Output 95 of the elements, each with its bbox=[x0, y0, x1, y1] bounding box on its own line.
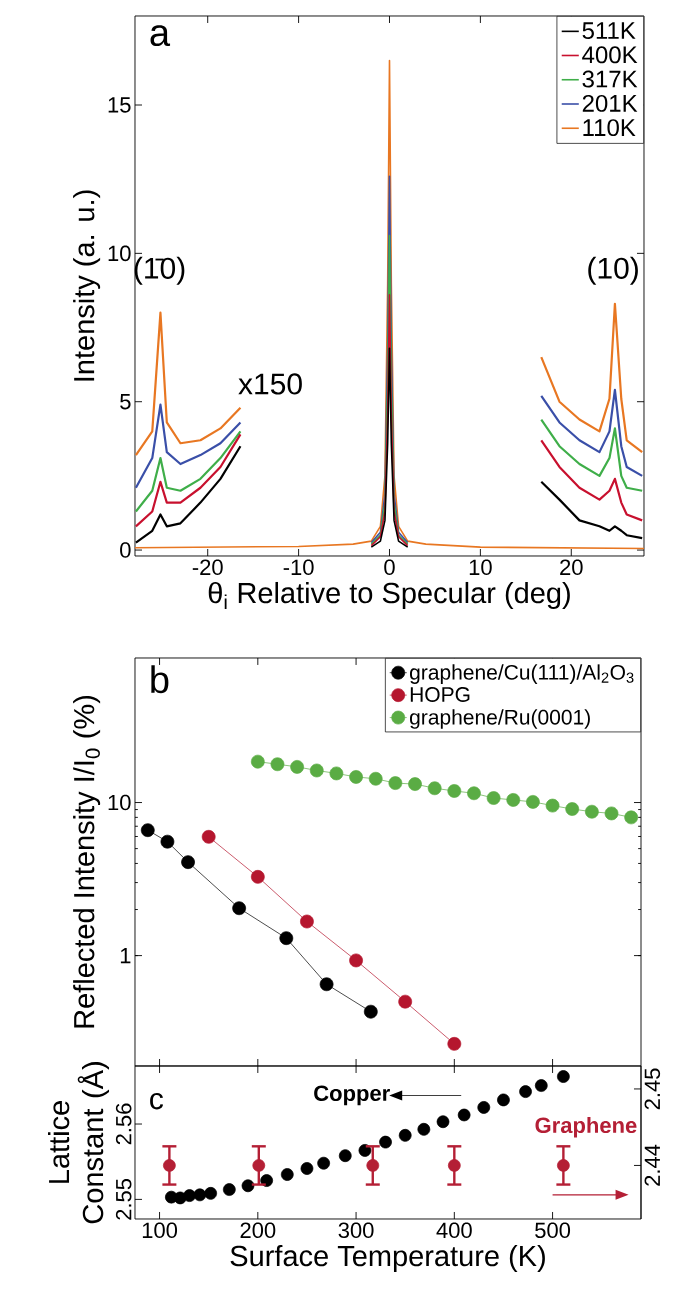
x-tick-label: -20 bbox=[192, 559, 223, 576]
y-tick-label: 0 bbox=[120, 542, 131, 558]
point bbox=[447, 1037, 462, 1051]
point bbox=[250, 870, 265, 884]
x-tick-label: 400 bbox=[436, 1222, 472, 1239]
point bbox=[140, 823, 155, 838]
y2-tick-label: 2.44 bbox=[644, 1144, 660, 1186]
point bbox=[497, 1093, 510, 1107]
point bbox=[398, 1128, 412, 1142]
point bbox=[427, 781, 442, 796]
legend-label: graphene/Ru(0001) bbox=[410, 709, 590, 729]
point bbox=[519, 1085, 532, 1098]
point bbox=[319, 977, 334, 992]
point bbox=[349, 770, 363, 784]
legend-label: 110K bbox=[583, 119, 636, 137]
point bbox=[241, 1179, 255, 1193]
x-tick-label: 500 bbox=[535, 1222, 571, 1239]
point bbox=[280, 1168, 294, 1181]
point bbox=[526, 795, 540, 809]
point bbox=[585, 804, 599, 819]
point bbox=[300, 1162, 314, 1175]
point bbox=[557, 1070, 570, 1083]
point bbox=[477, 1101, 491, 1114]
point bbox=[486, 791, 501, 805]
x-axis-title: θ$_{i}$ Relative to Specular (deg) bbox=[208, 581, 570, 610]
point bbox=[379, 1135, 392, 1149]
legend-label: 201K bbox=[582, 94, 638, 112]
point bbox=[250, 754, 265, 769]
x-tick-label: 100 bbox=[142, 1222, 178, 1239]
point bbox=[368, 771, 383, 786]
y-tick-label: 1 bbox=[120, 948, 131, 964]
point bbox=[447, 784, 462, 798]
point bbox=[467, 786, 481, 801]
y-tick-label: 2.55 bbox=[115, 1178, 132, 1220]
y-tick-label: 15 bbox=[108, 97, 131, 113]
annotation: (1̄0) bbox=[134, 256, 185, 285]
legend-label: graphene/Cu(111)/Al$_{2}$O$_{3}$ bbox=[410, 664, 634, 684]
y-tick-label: 10 bbox=[108, 794, 131, 811]
point bbox=[388, 776, 403, 790]
legend-label: 400K bbox=[582, 46, 638, 64]
point bbox=[270, 757, 285, 772]
x-tick-label: -10 bbox=[283, 559, 314, 576]
x-tick-label: 300 bbox=[338, 1222, 374, 1239]
point bbox=[417, 1122, 431, 1136]
point bbox=[506, 793, 521, 807]
point bbox=[398, 994, 413, 1009]
line-series bbox=[370, 347, 409, 548]
point bbox=[349, 953, 363, 968]
annotation: Graphene bbox=[535, 1116, 637, 1138]
annotation: b bbox=[151, 665, 169, 694]
point bbox=[534, 1079, 548, 1092]
x-tick-label: 10 bbox=[469, 559, 492, 576]
point bbox=[201, 829, 216, 844]
point bbox=[436, 1115, 450, 1129]
point bbox=[604, 806, 619, 821]
point bbox=[338, 1149, 352, 1163]
y-axis-title: Intensity (a. u.) bbox=[73, 190, 101, 381]
legend-label: 511K bbox=[582, 22, 636, 40]
point bbox=[545, 798, 560, 813]
point bbox=[329, 766, 344, 781]
point bbox=[290, 760, 304, 774]
x-tick-label: 200 bbox=[240, 1222, 276, 1239]
y-tick-label: 2.56 bbox=[115, 1103, 132, 1145]
annotation: a bbox=[150, 25, 171, 47]
point bbox=[457, 1108, 471, 1122]
point bbox=[300, 914, 314, 929]
x-tick-label: 20 bbox=[560, 559, 583, 576]
legend-label: HOPG bbox=[410, 687, 470, 702]
point bbox=[260, 1174, 273, 1187]
point bbox=[317, 1156, 330, 1170]
point bbox=[160, 834, 175, 849]
y-axis-title: Reflected Intensity I/I$_{0}$ (%) bbox=[73, 695, 101, 1028]
point bbox=[408, 777, 422, 791]
point bbox=[358, 1144, 372, 1157]
annotation: c bbox=[150, 1092, 164, 1110]
annotation: x150 bbox=[238, 373, 302, 395]
point bbox=[181, 855, 195, 869]
point bbox=[279, 931, 294, 946]
point bbox=[565, 802, 580, 816]
annotation: (10) bbox=[588, 256, 638, 285]
y-axis-title: Lattice Constant (Å) bbox=[48, 1062, 110, 1224]
y2-tick-label: 2.45 bbox=[644, 1068, 661, 1110]
point bbox=[193, 1188, 207, 1202]
x-tick-label: 0 bbox=[384, 559, 395, 576]
point bbox=[232, 901, 246, 916]
legend-label: 317K bbox=[582, 70, 638, 88]
point bbox=[222, 1183, 236, 1196]
x-axis-title: Surface Temperature (K) bbox=[230, 1244, 545, 1272]
point bbox=[624, 810, 639, 825]
point bbox=[309, 763, 324, 778]
point bbox=[204, 1187, 217, 1200]
point bbox=[363, 1004, 378, 1019]
annotation: Copper bbox=[314, 1085, 390, 1106]
y-tick-label: 10 bbox=[108, 245, 131, 262]
y-tick-label: 5 bbox=[120, 394, 131, 410]
